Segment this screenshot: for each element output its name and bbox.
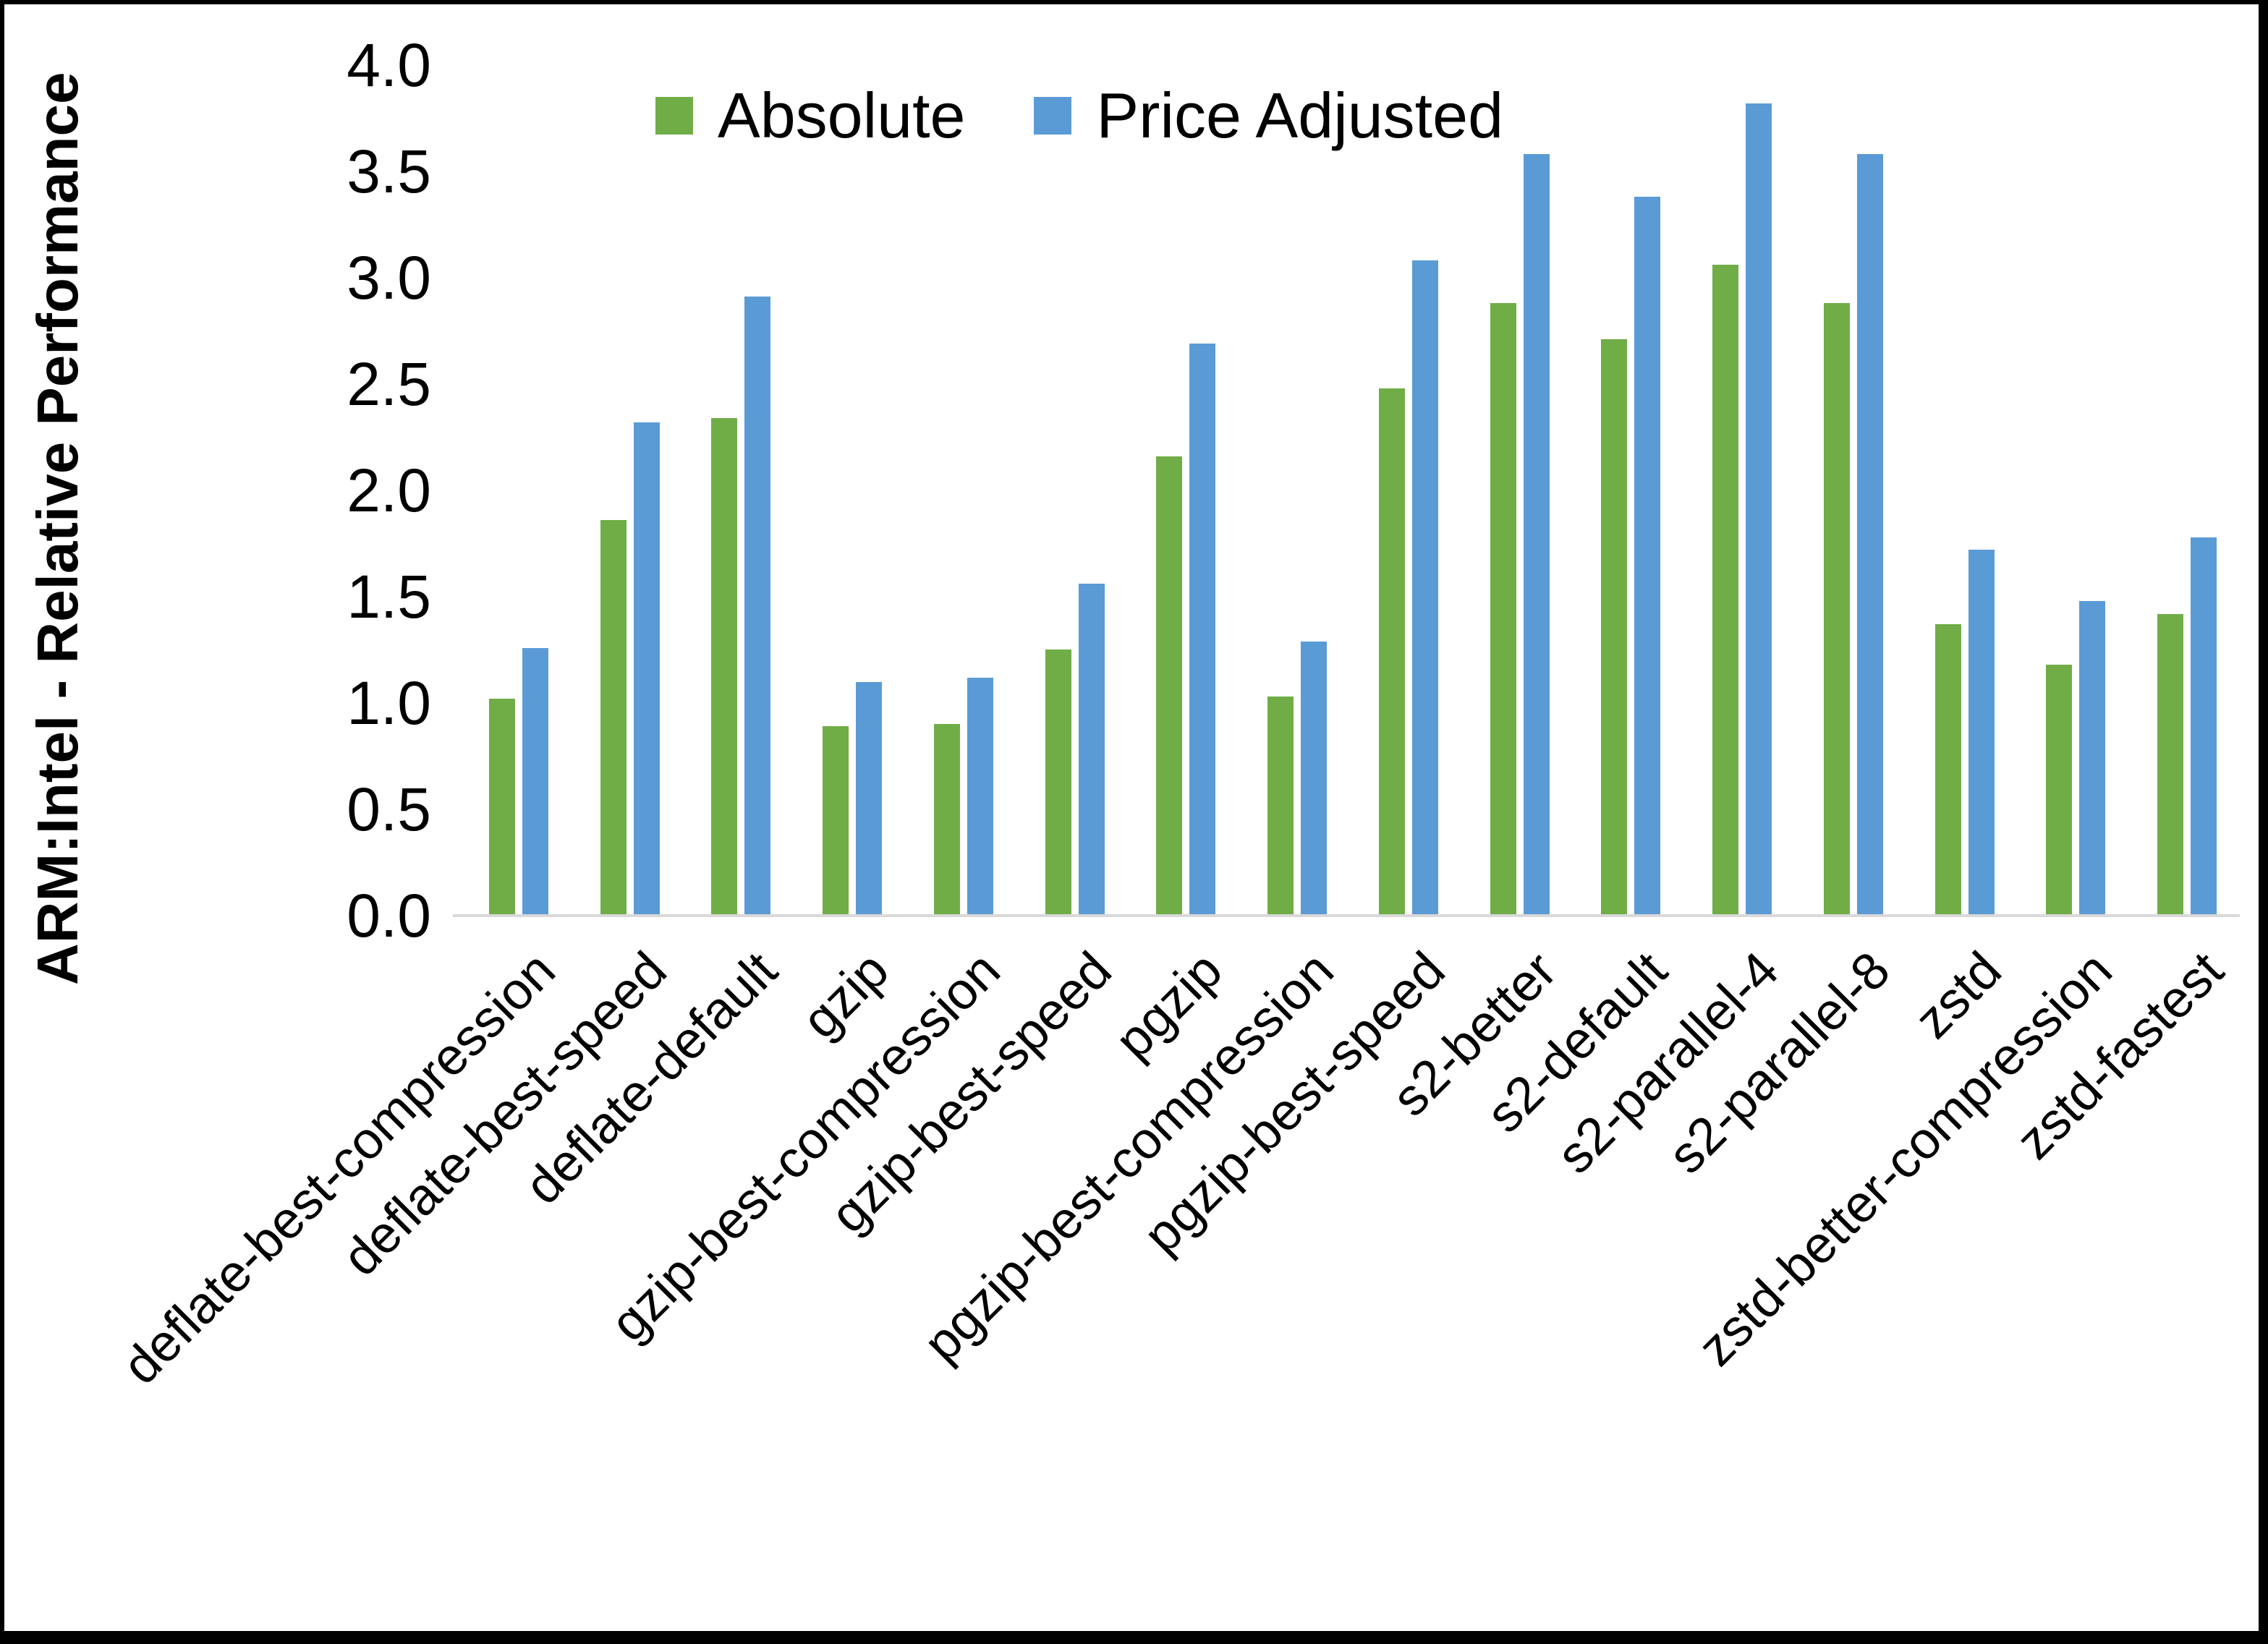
bar-price-adjusted-zstd xyxy=(1968,550,1995,916)
legend-item-price-adjusted: Price Adjusted xyxy=(1034,84,1503,148)
bar-absolute-gzip-best-compression xyxy=(934,724,960,916)
y-axis-title: ARM:Intel - Relative Performance xyxy=(25,72,90,986)
bar-price-adjusted-zstd-better-compression xyxy=(2079,601,2105,916)
bar-absolute-pgzip-best-speed xyxy=(1379,388,1405,916)
bar-absolute-zstd xyxy=(1935,624,1961,916)
bar-price-adjusted-s2-parallel-4 xyxy=(1746,103,1772,916)
price-adjusted-legend-swatch-icon xyxy=(1034,97,1072,135)
y-tick-label: 1.5 xyxy=(347,563,431,631)
x-axis-line xyxy=(453,914,2240,917)
y-tick-label: 0.0 xyxy=(347,882,431,950)
y-tick-label: 2.5 xyxy=(347,350,431,418)
bar-price-adjusted-s2-parallel-8 xyxy=(1857,154,1883,916)
bar-price-adjusted-gzip-best-compression xyxy=(967,678,993,916)
bar-price-adjusted-gzip xyxy=(856,682,882,916)
y-tick-label: 0.5 xyxy=(347,775,431,843)
bar-absolute-s2-parallel-8 xyxy=(1824,303,1850,916)
bar-price-adjusted-s2-default xyxy=(1634,197,1660,916)
bar-absolute-pgzip-best-compression xyxy=(1267,697,1294,916)
bar-price-adjusted-pgzip-best-speed xyxy=(1412,260,1438,916)
bar-absolute-gzip-best-speed xyxy=(1045,649,1071,916)
bar-price-adjusted-deflate-best-compression xyxy=(522,648,548,916)
bar-absolute-pgzip xyxy=(1156,456,1182,916)
bar-absolute-deflate-default xyxy=(711,418,737,916)
bar-price-adjusted-gzip-best-speed xyxy=(1079,584,1105,916)
bar-price-adjusted-pgzip-best-compression xyxy=(1301,642,1327,916)
y-tick-label: 2.0 xyxy=(347,456,431,524)
y-tick-label: 3.0 xyxy=(347,244,431,312)
bar-absolute-gzip xyxy=(823,726,849,916)
bar-price-adjusted-deflate-default xyxy=(744,297,770,916)
bar-absolute-zstd-fastest xyxy=(2157,614,2183,916)
bar-absolute-s2-parallel-4 xyxy=(1712,265,1738,916)
bar-price-adjusted-deflate-best-speed xyxy=(634,422,660,916)
bar-absolute-deflate-best-speed xyxy=(600,520,627,916)
bar-absolute-s2-better xyxy=(1490,303,1516,916)
bar-price-adjusted-pgzip xyxy=(1189,344,1215,916)
legend-label-absolute: Absolute xyxy=(718,80,966,151)
bar-absolute-deflate-best-compression xyxy=(489,699,515,916)
legend-label-price-adjusted: Price Adjusted xyxy=(1096,80,1504,151)
legend: Absolute Price Adjusted xyxy=(655,84,1503,148)
absolute-legend-swatch-icon xyxy=(655,97,693,135)
bar-price-adjusted-zstd-fastest xyxy=(2191,537,2217,916)
y-tick-label: 3.5 xyxy=(347,137,431,205)
y-tick-label: 4.0 xyxy=(347,31,431,99)
bar-price-adjusted-s2-better xyxy=(1524,154,1550,916)
bar-absolute-zstd-better-compression xyxy=(2046,665,2072,916)
y-tick-label: 1.0 xyxy=(347,669,431,737)
bar-absolute-s2-default xyxy=(1601,339,1627,916)
legend-item-absolute: Absolute xyxy=(655,84,965,148)
